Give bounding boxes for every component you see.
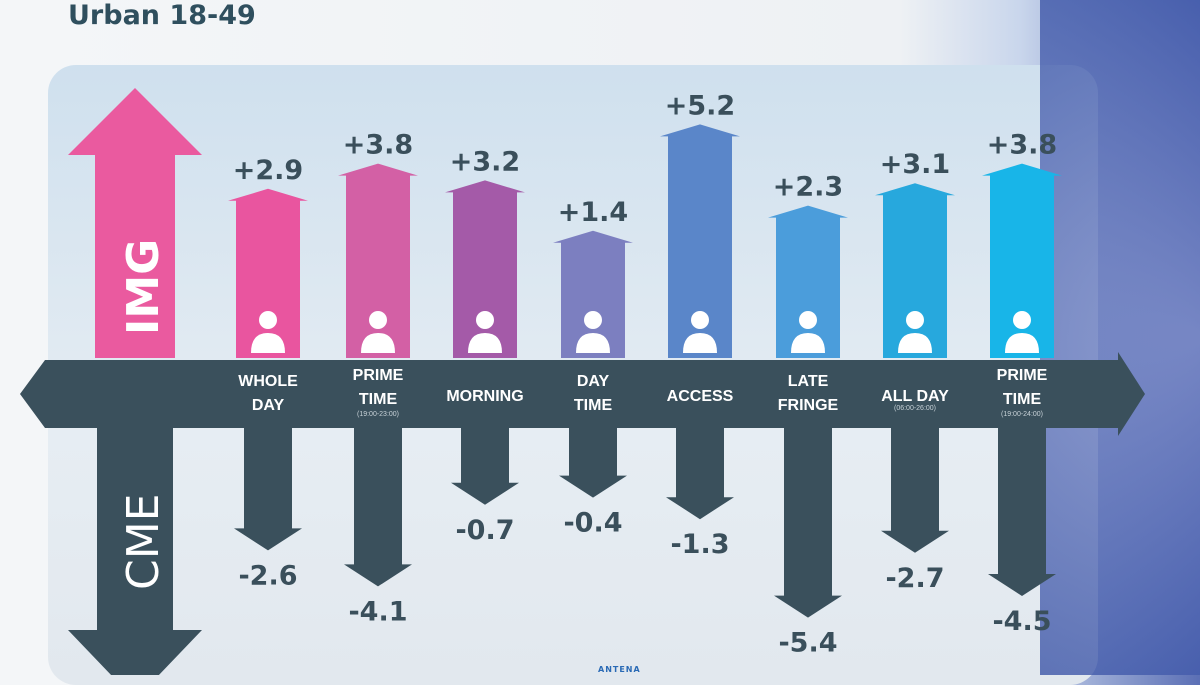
chart-title: Urban 18-49 (68, 0, 256, 31)
img-value-label: +3.8 (987, 130, 1057, 161)
person-icon-body (468, 333, 502, 353)
img-axis-label: IMG (118, 239, 169, 335)
person-icon (799, 311, 817, 329)
category-sublabel: (06:00-26:00) (894, 405, 936, 412)
person-icon-body (1005, 333, 1039, 353)
cme-bar (234, 428, 302, 551)
cme-bar (344, 428, 412, 587)
person-icon-body (361, 333, 395, 353)
img-bar (768, 205, 848, 358)
antena-logo: ANTENA (598, 665, 641, 674)
img-value-label: +5.2 (665, 90, 735, 121)
img-bar (338, 163, 418, 358)
img-bar (875, 183, 955, 358)
category-label: WHOLE (238, 373, 298, 390)
category-label: ALL DAY (881, 388, 949, 405)
cme-bar (666, 428, 734, 520)
img-value-label: +2.9 (233, 155, 303, 186)
category-label: DAY (577, 373, 610, 390)
cme-value-label: -2.7 (885, 563, 944, 594)
person-icon (1013, 311, 1031, 329)
cme-value-label: -1.3 (670, 529, 729, 560)
cme-value-label: -0.7 (455, 515, 514, 546)
category-label: PRIME (997, 367, 1048, 384)
category-label: TIME (574, 397, 613, 414)
cme-bar (881, 428, 949, 553)
person-icon (906, 311, 924, 329)
cme-bar (988, 428, 1056, 596)
category-label: TIME (1003, 391, 1042, 408)
img-bar (660, 124, 740, 359)
category-label: PRIME (353, 367, 404, 384)
img-value-label: +3.1 (880, 149, 950, 180)
img-bar (553, 230, 633, 358)
img-bar (228, 188, 308, 358)
person-icon (259, 311, 277, 329)
cme-axis-label: CME (118, 494, 169, 591)
people-background-image (1040, 0, 1200, 675)
img-value-label: +3.8 (343, 130, 413, 161)
cme-value-label: -0.4 (563, 508, 622, 539)
person-icon (369, 311, 387, 329)
cme-bar (451, 428, 519, 505)
cme-value-label: -5.4 (778, 628, 837, 659)
person-icon-body (683, 333, 717, 353)
img-bar (445, 180, 525, 358)
category-label: ACCESS (667, 388, 734, 405)
category-label: FRINGE (778, 397, 839, 414)
img-bar (982, 163, 1062, 358)
category-label: DAY (252, 397, 285, 414)
cme-bar (774, 428, 842, 618)
img-axis-arrow (68, 88, 202, 358)
img-value-label: +1.4 (558, 197, 628, 228)
category-label: TIME (359, 391, 398, 408)
cme-bar (559, 428, 627, 498)
cme-axis-arrow (68, 428, 202, 675)
category-sublabel: (19:00-24:00) (1001, 411, 1043, 418)
person-icon-body (898, 333, 932, 353)
category-sublabel: (19:00-23:00) (357, 411, 399, 418)
cme-value-label: -2.6 (238, 560, 297, 591)
person-icon (691, 311, 709, 329)
person-icon-body (251, 333, 285, 353)
person-icon (476, 311, 494, 329)
img-value-label: +3.2 (450, 146, 520, 177)
person-icon-body (791, 333, 825, 353)
category-label: LATE (788, 373, 829, 390)
cme-value-label: -4.5 (992, 606, 1051, 637)
cme-value-label: -4.1 (348, 596, 407, 627)
category-band (20, 352, 1145, 436)
person-icon-body (576, 333, 610, 353)
category-label: MORNING (446, 388, 523, 405)
person-icon (584, 311, 602, 329)
img-value-label: +2.3 (773, 172, 843, 203)
